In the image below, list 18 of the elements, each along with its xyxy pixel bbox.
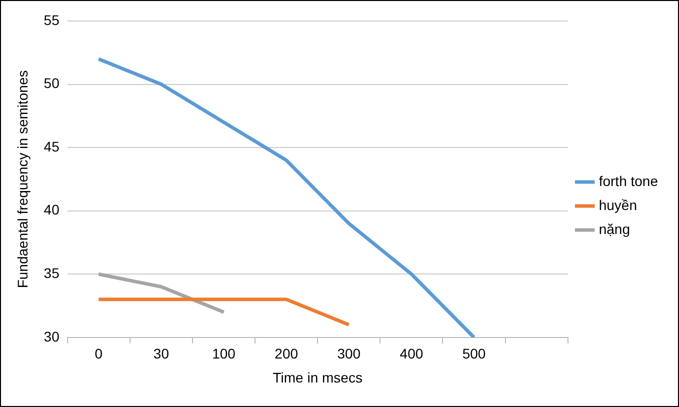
x-tick-label: 30 — [153, 346, 170, 362]
legend-label: forth tone — [598, 172, 658, 189]
legend-label: nặng — [598, 220, 630, 237]
x-tick-label: 100 — [212, 346, 236, 362]
y-tick-label: 45 — [44, 138, 60, 154]
x-tick-label: 300 — [337, 346, 361, 362]
y-axis-title: Fundaental frequency in semitones — [14, 70, 30, 288]
x-tick-label: 0 — [94, 346, 103, 362]
y-tick-label: 50 — [44, 75, 60, 92]
x-axis-title: Time in msecs — [272, 369, 362, 386]
x-tick-label: 400 — [400, 346, 424, 362]
y-tick-label: 55 — [44, 12, 60, 28]
y-tick-label: 35 — [44, 264, 60, 281]
legend-label: huyền — [598, 196, 638, 213]
x-tick-label: 500 — [462, 346, 486, 362]
y-tick-label: 30 — [44, 328, 60, 344]
x-tick-label: 200 — [274, 346, 298, 362]
y-tick-label: 40 — [44, 202, 60, 218]
